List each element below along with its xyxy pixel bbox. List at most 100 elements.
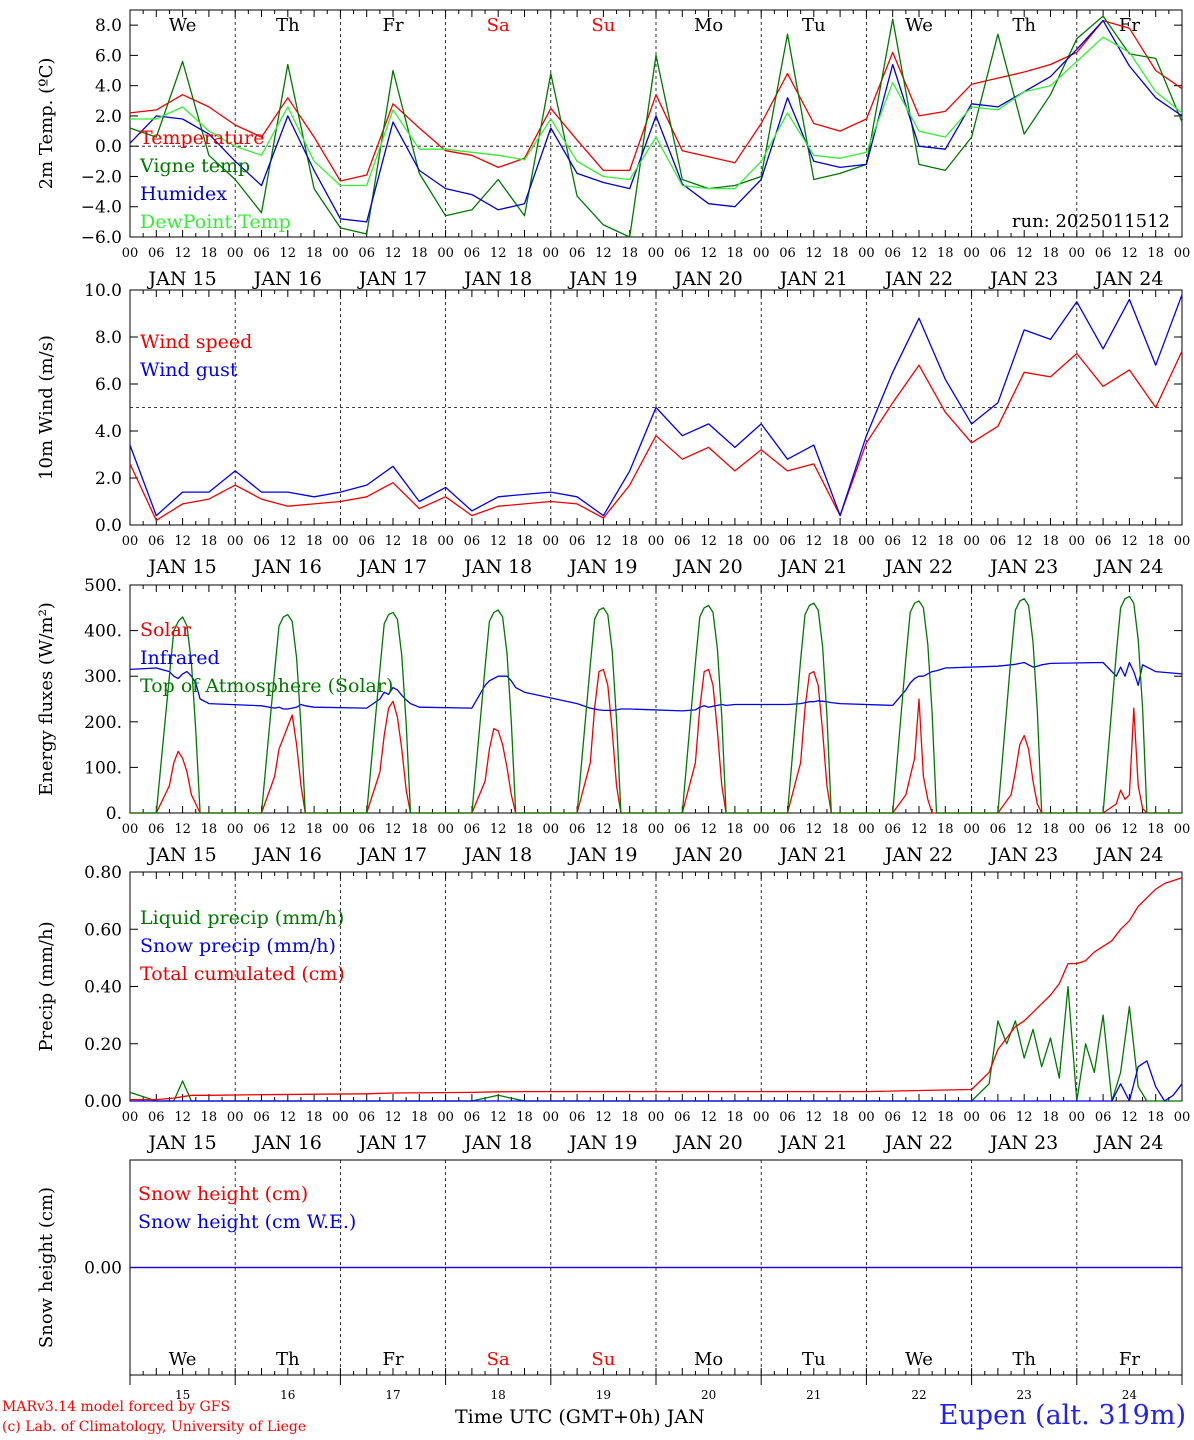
date-label: JAN 21 [778,844,848,866]
hour-label: 06 [569,822,586,837]
hour-label: 06 [990,534,1007,549]
hour-label: 18 [727,1110,744,1125]
hour-label: 00 [543,822,560,837]
weekday-label: Sa [487,1349,510,1370]
y-tick-label: 8.0 [95,16,122,36]
hour-label: 12 [700,534,717,549]
hour-label: 00 [227,1110,244,1125]
hour-label: 00 [227,822,244,837]
hour-label: 06 [674,1110,691,1125]
hour-label: 00 [543,246,560,261]
hour-label: 18 [621,822,638,837]
hour-label: 12 [595,822,612,837]
hour-label: 00 [1174,822,1191,837]
hour-label: 18 [727,534,744,549]
hour-label: 06 [779,246,796,261]
hour-label: 12 [911,822,928,837]
y-tick-label: 500. [84,576,122,596]
y-tick-label: 400. [84,622,122,642]
hour-label: 00 [122,822,139,837]
hour-label: 06 [779,1110,796,1125]
hour-label: 12 [280,534,297,549]
date-label: JAN 20 [673,844,743,866]
date-label: JAN 23 [988,268,1058,290]
hour-label: 00 [963,822,980,837]
date-label: JAN 24 [1093,1132,1163,1154]
hour-label: 12 [490,534,507,549]
hour-label: 12 [1121,246,1138,261]
day-number-label: 18 [491,1388,506,1402]
y-axis-title: Precip (mm/h) [36,921,57,1051]
hour-label: 18 [516,1110,533,1125]
series-line-2 [129,294,1183,517]
hour-label: 12 [280,246,297,261]
date-label: JAN 16 [252,1132,322,1154]
legend-entry: DewPoint Temp [140,211,291,233]
day-number-label: 23 [1017,1388,1032,1402]
hour-label: 12 [1016,822,1033,837]
legend-entry: Snow precip (mm/h) [140,935,336,957]
date-label: JAN 16 [252,268,322,290]
legend-entry: Liquid precip (mm/h) [140,907,344,929]
hour-label: 06 [253,534,270,549]
hour-label: 00 [648,246,665,261]
hour-label: 06 [1095,1110,1112,1125]
legend-entry: Temperature [140,127,264,149]
hour-label: 00 [543,534,560,549]
date-label: JAN 17 [357,844,427,866]
hour-label: 06 [990,822,1007,837]
day-number-label: 20 [701,1388,716,1402]
hour-label: 12 [174,534,191,549]
date-label: JAN 20 [673,1132,743,1154]
hour-label: 12 [595,246,612,261]
hour-label: 06 [464,1110,481,1125]
hour-label: 18 [411,1110,428,1125]
date-label: JAN 19 [567,268,637,290]
date-label: JAN 15 [147,556,217,578]
hour-label: 06 [779,534,796,549]
hour-label: 12 [806,822,823,837]
y-tick-label: −2.0 [81,167,122,187]
hour-label: 12 [1121,822,1138,837]
day-number-label: 17 [385,1388,400,1402]
weekday-label: We [905,15,933,36]
hour-label: 00 [1069,246,1086,261]
day-number-label: 22 [911,1388,926,1402]
hour-label: 12 [595,1110,612,1125]
hour-label: 18 [1042,822,1059,837]
weekday-label: Mo [694,1349,723,1370]
y-axis-title: 2m Temp. (ºC) [36,58,57,190]
y-tick-label: 300. [84,667,122,687]
hour-label: 18 [1147,1110,1164,1125]
hour-label: 18 [201,1110,218,1125]
hour-label: 12 [700,1110,717,1125]
hour-label: 18 [306,246,323,261]
hour-label: 18 [937,822,954,837]
legend-entry: Wind gust [140,359,238,381]
hour-label: 06 [779,822,796,837]
panel-3: 0. 100. 200. 300. 400. 500. Energy fluxes (W/m… [36,576,1190,866]
hour-label: 00 [227,534,244,549]
hour-label: 18 [411,822,428,837]
weekday-label: Fr [1119,1349,1140,1370]
hour-label: 18 [516,246,533,261]
hour-label: 00 [963,246,980,261]
hour-label: 00 [753,1110,770,1125]
hour-label: 06 [884,822,901,837]
weekday-label: Fr [1119,15,1140,36]
hour-label: 00 [753,246,770,261]
panel-2: 0.0 2.0 4.0 6.0 8.0 10.0 10m Wind (m/s) 00 06 12 1… [36,281,1190,578]
y-tick-label: −4.0 [81,198,122,218]
series-line-2 [130,1060,1183,1102]
time-axis-title: Time UTC (GMT+0h) JAN [455,1406,705,1428]
hour-label: 18 [1147,534,1164,549]
hour-label: 12 [806,1110,823,1125]
panel-1: −6.0 −4.0 −2.0 0.0 2.0 4.0 6.0 8.0 2m Temp. (ºC)… [36,9,1190,290]
hour-label: 18 [621,1110,638,1125]
hour-label: 00 [648,534,665,549]
run-annotation: run: 2025011512 [1012,211,1170,232]
hour-label: 12 [911,534,928,549]
weekday-label: We [905,1349,933,1370]
hour-label: 06 [1095,534,1112,549]
